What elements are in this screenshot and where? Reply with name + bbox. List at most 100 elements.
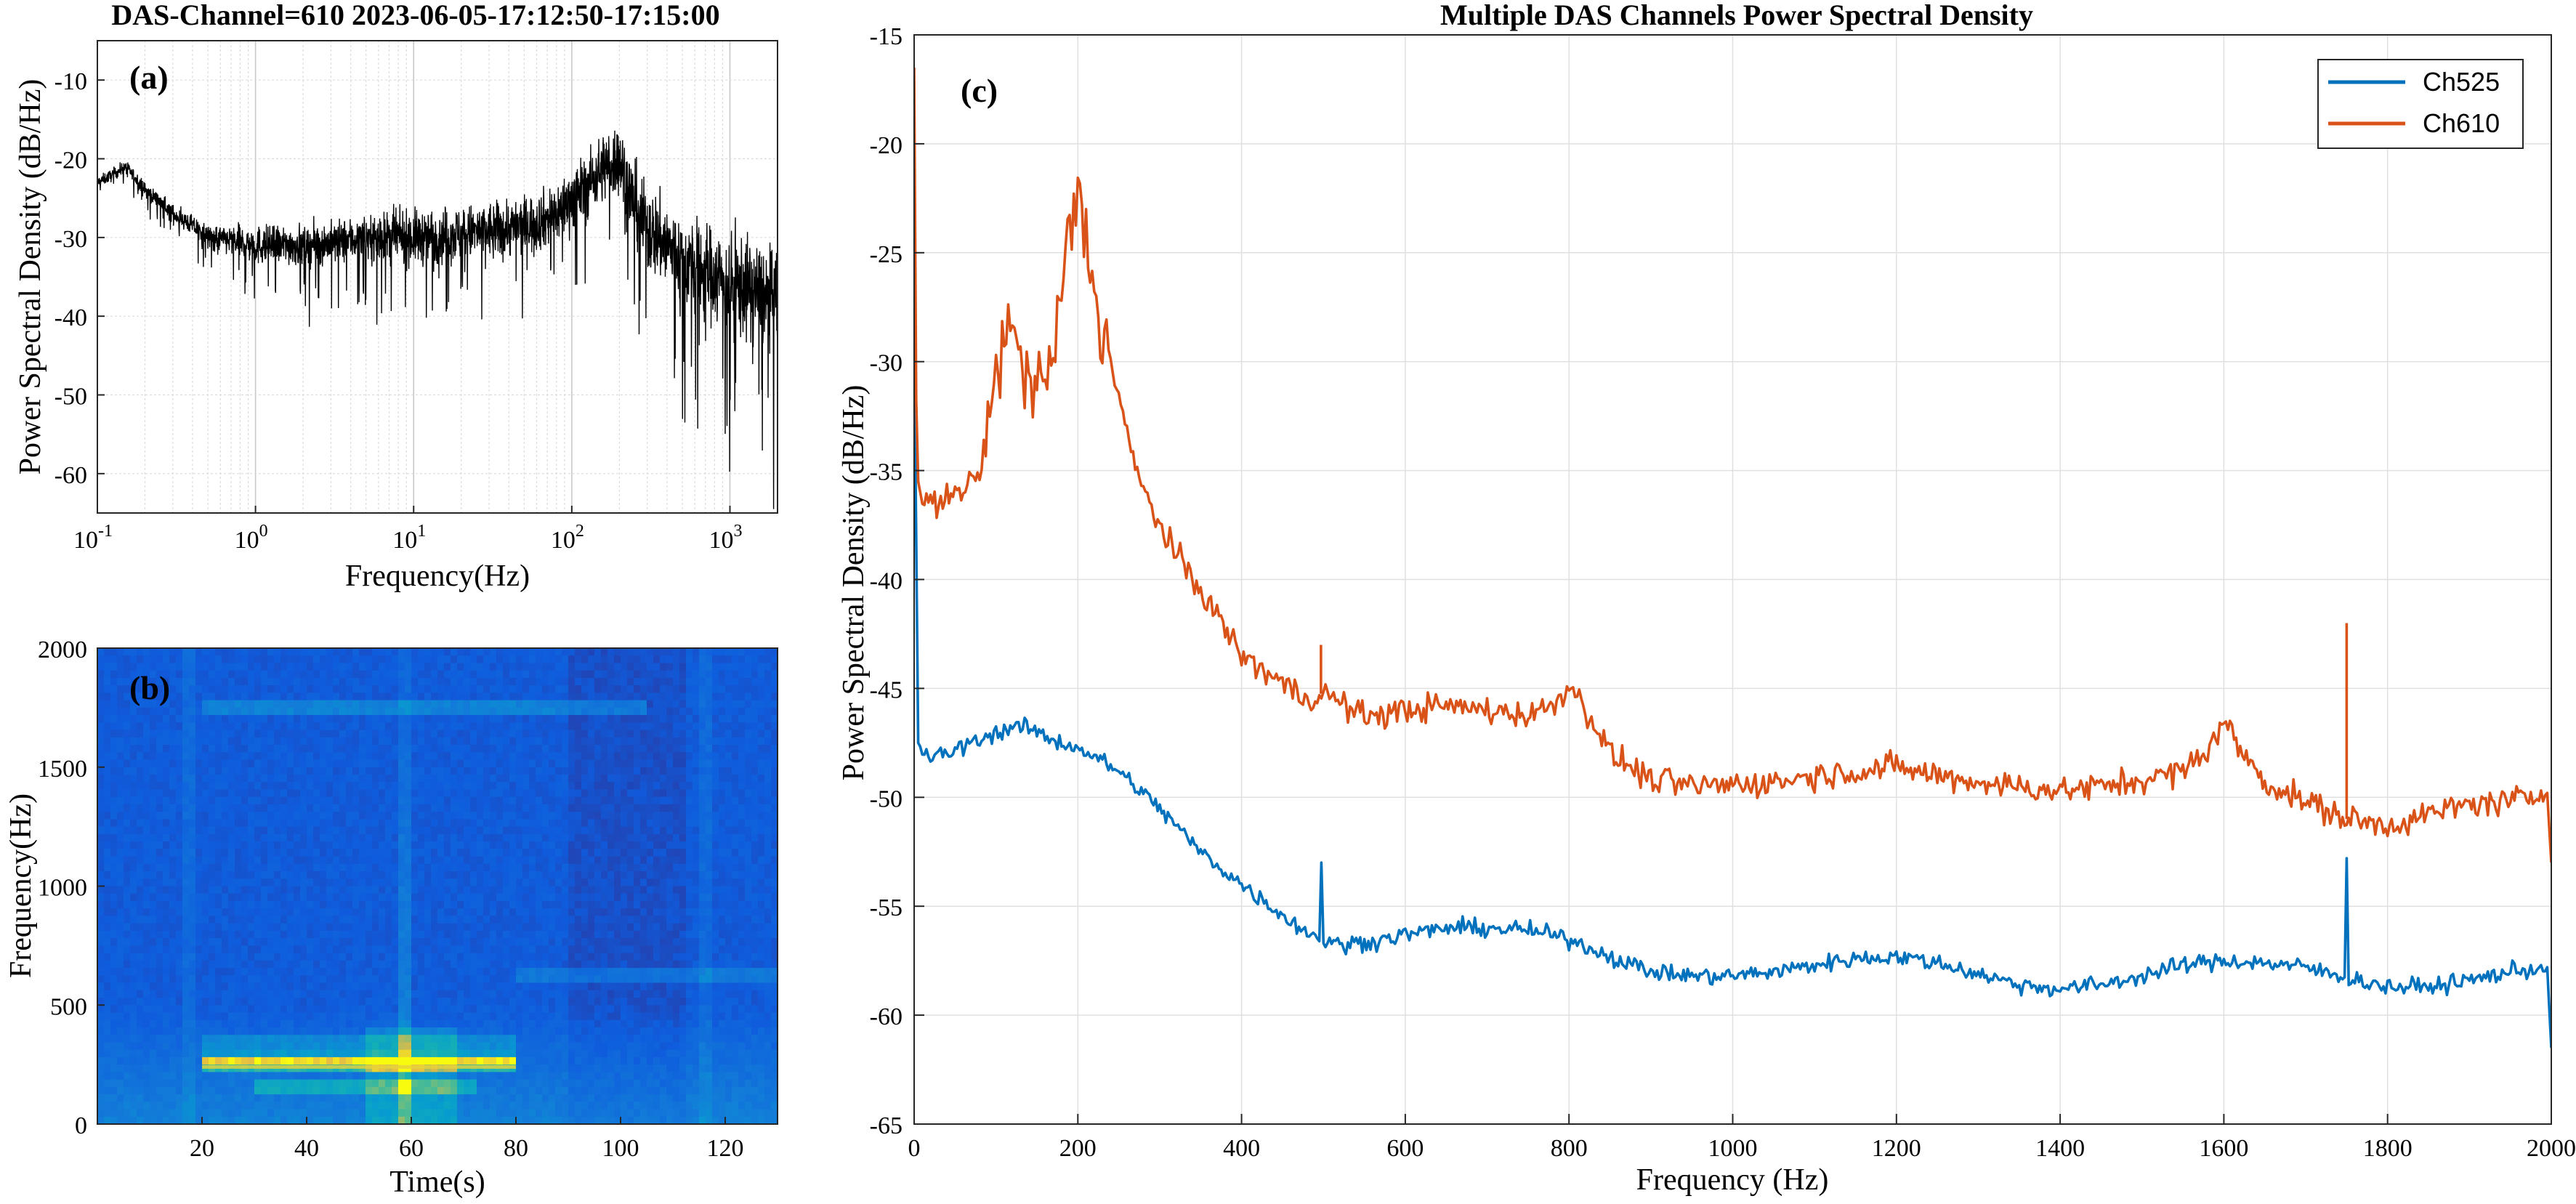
spectrogram-cell xyxy=(444,677,451,686)
spectrogram-cell xyxy=(536,670,543,679)
spectrogram-cell xyxy=(725,715,732,723)
spectrogram-cell xyxy=(248,893,255,902)
spectrogram-cell xyxy=(679,796,687,805)
spectrogram-cell xyxy=(280,782,288,790)
spectrogram-cell xyxy=(359,863,366,872)
spectrogram-cell xyxy=(594,707,602,716)
spectrogram-cell xyxy=(679,715,687,723)
spectrogram-cell xyxy=(725,655,732,663)
spectrogram-cell xyxy=(764,916,772,924)
spectrogram-cell xyxy=(418,975,425,984)
spectrogram-cell xyxy=(431,737,438,746)
spectrogram-cell xyxy=(483,916,490,924)
spectrogram-cell xyxy=(640,841,647,849)
spectrogram-cell xyxy=(248,826,255,835)
spectrogram-cell xyxy=(686,722,693,731)
spectrogram-cell xyxy=(215,655,222,663)
spectrogram-cell xyxy=(202,796,209,805)
spectrogram-cell xyxy=(653,945,661,954)
panel-a-y-tick-label: -30 xyxy=(54,226,87,253)
spectrogram-cell xyxy=(202,863,209,872)
spectrogram-cell xyxy=(581,804,589,812)
spectrogram-cell xyxy=(320,782,327,790)
spectrogram-cell xyxy=(607,841,615,849)
spectrogram-cell xyxy=(699,923,706,932)
spectrogram-cell xyxy=(156,923,163,932)
spectrogram-cell xyxy=(267,819,275,828)
spectrogram-cell xyxy=(738,893,746,902)
spectrogram-cell xyxy=(457,833,464,842)
spectrogram-cell xyxy=(326,737,334,746)
spectrogram-cell xyxy=(725,930,732,939)
spectrogram-cell xyxy=(522,960,530,969)
spectrogram-cell xyxy=(653,737,661,746)
spectrogram-cell xyxy=(320,796,327,805)
spectrogram-cell xyxy=(542,685,549,693)
spectrogram-cell xyxy=(496,930,504,939)
spectrogram-cell xyxy=(274,767,281,775)
spectrogram-cell xyxy=(732,692,739,701)
spectrogram-cell xyxy=(405,789,412,798)
spectrogram-cell xyxy=(372,663,379,671)
spectrogram-cell xyxy=(411,990,419,998)
spectrogram-cell xyxy=(594,767,602,775)
spectrogram-cell xyxy=(228,968,235,976)
spectrogram-cell xyxy=(392,833,399,842)
spectrogram-cell xyxy=(634,826,641,835)
spectrogram-cell xyxy=(137,982,144,991)
spectrogram-cell xyxy=(581,916,589,924)
spectrogram-cell xyxy=(490,930,497,939)
spectrogram-cell xyxy=(594,953,602,961)
spectrogram-cell xyxy=(568,975,576,984)
spectrogram-cell xyxy=(235,833,242,842)
spectrogram-cell xyxy=(771,990,778,998)
spectrogram-cell xyxy=(222,968,229,976)
spectrogram-cell xyxy=(320,960,327,969)
spectrogram-cell xyxy=(594,737,602,746)
spectrogram-cell xyxy=(294,871,301,879)
spectrogram-cell xyxy=(333,841,340,849)
spectrogram-cell xyxy=(228,863,235,872)
spectrogram-cell xyxy=(437,878,445,887)
spectrogram-cell xyxy=(647,752,654,761)
spectrogram-cell xyxy=(738,648,746,656)
spectrogram-cell xyxy=(562,663,569,671)
spectrogram-cell xyxy=(300,804,307,812)
spectrogram-cell xyxy=(169,856,177,865)
spectrogram-cell xyxy=(117,871,124,879)
spectrogram-cell xyxy=(235,923,242,932)
spectrogram-cell xyxy=(326,916,334,924)
spectrogram-cell xyxy=(235,878,242,887)
spectrogram-cell xyxy=(163,841,170,849)
spectrogram-cell xyxy=(150,916,157,924)
spectrogram-cell xyxy=(163,953,170,961)
spectrogram-cell xyxy=(202,775,209,783)
spectrogram-cell xyxy=(588,722,595,731)
spectrogram-cell xyxy=(346,968,353,976)
spectrogram-cell xyxy=(732,670,739,679)
spectrogram-cell xyxy=(588,841,595,849)
spectrogram-cell xyxy=(326,856,334,865)
spectrogram-cell xyxy=(562,826,569,835)
spectrogram-cell xyxy=(124,893,131,902)
spectrogram-cell xyxy=(431,752,438,761)
spectrogram-cell xyxy=(424,759,432,768)
spectrogram-cell xyxy=(516,990,523,998)
spectrogram-cell xyxy=(686,841,693,849)
spectrogram-cell xyxy=(457,789,464,798)
spectrogram-cell xyxy=(110,908,118,916)
spectrogram-cell xyxy=(320,841,327,849)
spectrogram-cell xyxy=(405,982,412,991)
spectrogram-cell xyxy=(398,782,405,790)
spectrogram-cell xyxy=(300,715,307,723)
spectrogram-cell xyxy=(509,648,517,656)
spectrogram-cell xyxy=(451,663,458,671)
spectrogram-cell xyxy=(496,945,504,954)
spectrogram-cell xyxy=(666,833,674,842)
spectrogram-cell xyxy=(346,930,353,939)
spectrogram-cell xyxy=(366,938,373,946)
spectrogram-cell xyxy=(110,804,118,812)
spectrogram-cell xyxy=(437,819,445,828)
spectrogram-cell xyxy=(588,648,595,656)
spectrogram-cell xyxy=(392,916,399,924)
